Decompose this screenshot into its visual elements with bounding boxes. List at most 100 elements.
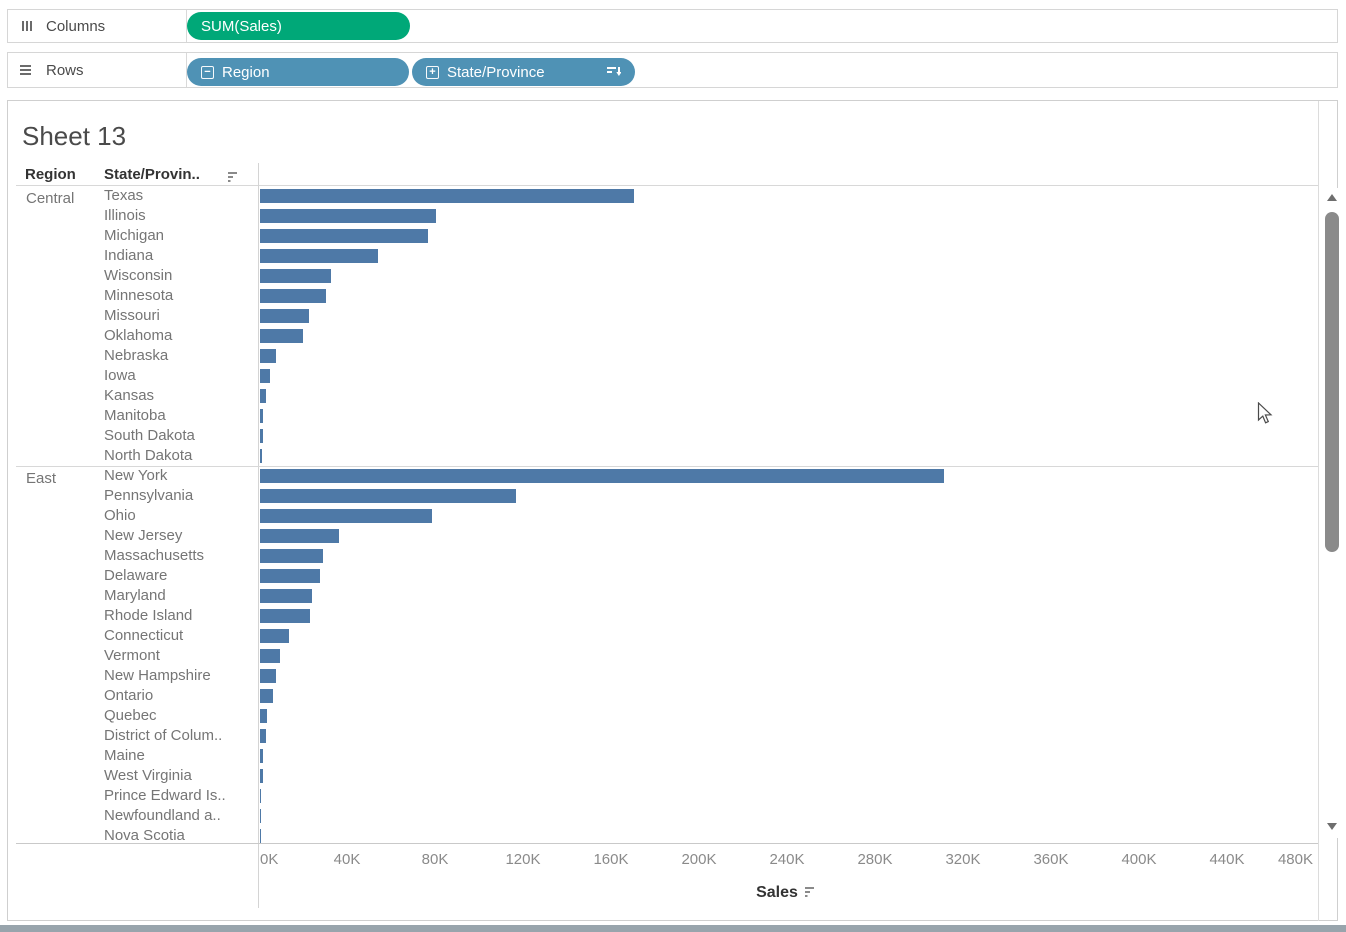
row-header-state[interactable]: New Jersey — [104, 527, 183, 544]
bar-mark[interactable] — [260, 789, 261, 803]
row-header-state[interactable]: Kansas — [104, 387, 155, 404]
row-header-state[interactable]: District of Colum.. — [104, 727, 223, 744]
row-header-state[interactable]: Pennsylvania — [104, 487, 194, 504]
pill-state-province[interactable]: + State/Province — [412, 58, 635, 86]
row-header-state[interactable]: Prince Edward Is.. — [104, 787, 226, 804]
row-header-state[interactable]: Oklahoma — [104, 327, 173, 344]
axis-baseline — [258, 163, 259, 908]
bar-mark[interactable] — [260, 509, 432, 523]
bar-mark[interactable] — [260, 689, 273, 703]
row-header-state[interactable]: Maine — [104, 747, 145, 764]
row-header-state[interactable]: Missouri — [104, 307, 160, 324]
right-pane-separator — [1318, 101, 1319, 921]
bar-mark[interactable] — [260, 489, 516, 503]
bar-mark[interactable] — [260, 309, 309, 323]
x-axis-tick: 0K — [260, 851, 279, 868]
x-axis-tick: 120K — [505, 851, 541, 868]
x-axis-tick: 160K — [593, 851, 629, 868]
header-underline — [16, 185, 1318, 186]
row-header-state[interactable]: West Virginia — [104, 767, 192, 784]
x-axis-title-area[interactable]: Sales — [720, 883, 855, 903]
row-header-state[interactable]: Iowa — [104, 367, 136, 384]
row-header-state[interactable]: Ontario — [104, 687, 154, 704]
bar-mark[interactable] — [260, 229, 428, 243]
row-header-state[interactable]: Newfoundland a.. — [104, 807, 221, 824]
bar-mark[interactable] — [260, 529, 339, 543]
columns-shelf-icon — [22, 21, 32, 31]
row-header-state[interactable]: Delaware — [104, 567, 168, 584]
bar-mark[interactable] — [260, 589, 312, 603]
collapse-minus-box-icon[interactable]: − — [201, 65, 214, 79]
window-bottom-edge — [0, 925, 1346, 932]
pill-sum-sales[interactable]: SUM(Sales) — [187, 12, 410, 40]
vertical-scrollbar-thumb[interactable] — [1325, 212, 1339, 552]
column-header-state[interactable]: State/Provin.. — [104, 166, 200, 183]
row-header-state[interactable]: Texas — [104, 187, 144, 204]
row-header-state[interactable]: Minnesota — [104, 287, 174, 304]
bar-mark[interactable] — [260, 649, 280, 663]
bar-mark[interactable] — [260, 329, 303, 343]
row-header-state[interactable]: Manitoba — [104, 407, 166, 424]
row-header-state[interactable]: Maryland — [104, 587, 166, 604]
sort-descending-icon[interactable] — [607, 64, 622, 81]
sort-descending-icon[interactable] — [804, 884, 819, 902]
expand-plus-box-icon[interactable]: + — [426, 65, 439, 79]
bar-mark[interactable] — [260, 749, 263, 763]
x-axis-tick: 440K — [1209, 851, 1245, 868]
bar-mark[interactable] — [260, 569, 320, 583]
row-header-state[interactable]: Illinois — [104, 207, 146, 224]
row-header-state[interactable]: North Dakota — [104, 447, 193, 464]
bar-mark[interactable] — [260, 449, 262, 463]
bar-mark[interactable] — [260, 829, 261, 843]
row-header-state[interactable]: Nebraska — [104, 347, 169, 364]
bar-mark[interactable] — [260, 289, 326, 303]
shelf-divider — [186, 10, 187, 42]
bar-mark[interactable] — [260, 409, 263, 423]
bar-mark[interactable] — [260, 709, 267, 723]
row-header-state[interactable]: Wisconsin — [104, 267, 173, 284]
bar-mark[interactable] — [260, 189, 634, 203]
row-header-state[interactable]: Massachusetts — [104, 547, 205, 564]
row-header-state[interactable]: Ohio — [104, 507, 136, 524]
bar-mark[interactable] — [260, 249, 378, 263]
row-header-state[interactable]: South Dakota — [104, 427, 195, 444]
pill-sum-sales-label: SUM(Sales) — [201, 17, 282, 35]
bar-mark[interactable] — [260, 549, 323, 563]
bar-mark[interactable] — [260, 809, 261, 823]
pill-region[interactable]: − Region — [187, 58, 409, 86]
scrollbar-up-arrow-icon[interactable] — [1327, 194, 1337, 201]
column-header-region[interactable]: Region — [25, 166, 76, 183]
row-header-region[interactable]: East — [26, 470, 57, 487]
bar-mark[interactable] — [260, 349, 276, 363]
region-divider — [16, 466, 1318, 467]
bar-mark[interactable] — [260, 269, 331, 283]
bar-mark[interactable] — [260, 369, 270, 383]
bar-mark[interactable] — [260, 469, 944, 483]
row-header-state[interactable]: New Hampshire — [104, 667, 211, 684]
row-header-state[interactable]: Indiana — [104, 247, 154, 264]
sort-descending-icon[interactable] — [228, 169, 242, 187]
bar-mark[interactable] — [260, 609, 310, 623]
bar-mark[interactable] — [260, 209, 436, 223]
row-header-state[interactable]: New York — [104, 467, 168, 484]
row-header-state[interactable]: Nova Scotia — [104, 827, 185, 843]
row-header-region[interactable]: Central — [26, 190, 75, 207]
bar-mark[interactable] — [260, 769, 263, 783]
x-axis-title: Sales — [756, 884, 798, 901]
bar-mark[interactable] — [260, 429, 263, 443]
bar-mark[interactable] — [260, 389, 266, 403]
shelf-divider — [186, 53, 187, 87]
x-axis-tick: 480K — [1277, 851, 1313, 868]
bar-mark[interactable] — [260, 669, 276, 683]
bar-mark[interactable] — [260, 629, 289, 643]
x-axis-tick: 80K — [421, 851, 449, 868]
row-header-state[interactable]: Rhode Island — [104, 607, 193, 624]
row-header-state[interactable]: Connecticut — [104, 627, 184, 644]
rows-shelf-icon — [20, 65, 31, 75]
row-header-state[interactable]: Vermont — [104, 647, 160, 664]
row-header-state[interactable]: Quebec — [104, 707, 157, 724]
scrollbar-down-arrow-icon[interactable] — [1327, 823, 1337, 830]
x-axis-tick: 320K — [945, 851, 981, 868]
bar-mark[interactable] — [260, 729, 266, 743]
row-header-state[interactable]: Michigan — [104, 227, 165, 244]
